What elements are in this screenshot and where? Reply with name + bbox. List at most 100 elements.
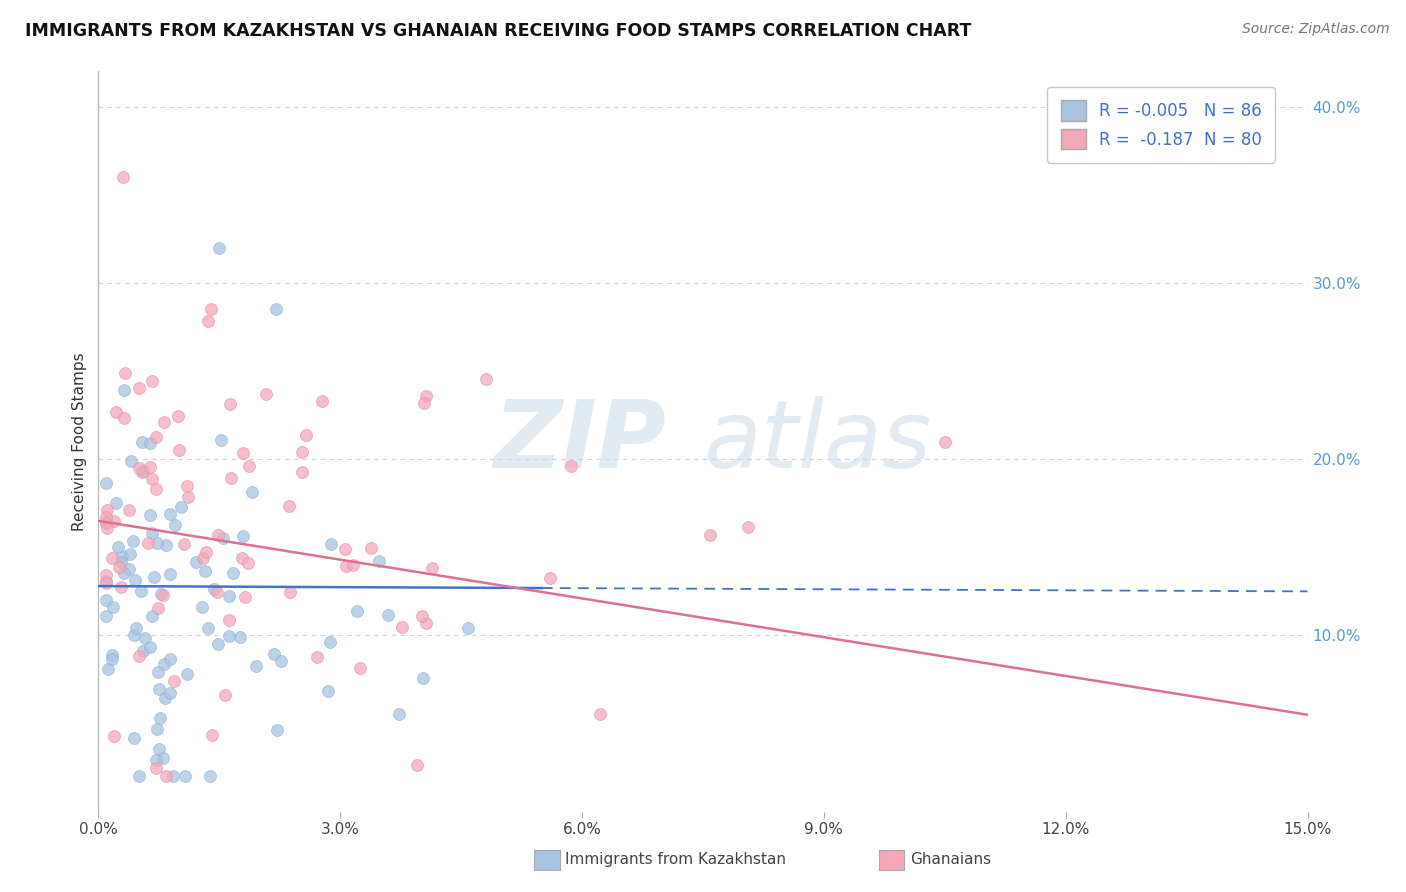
Point: [122, 534, 145, 549]
Point: [128, 381, 150, 395]
Point: [335, 559, 357, 574]
Point: [145, 761, 167, 775]
Point: [159, 686, 181, 700]
Point: [560, 459, 582, 474]
Point: [191, 550, 214, 565]
Point: [538, 571, 561, 585]
Point: [146, 665, 169, 679]
Point: [96, 476, 118, 491]
Text: Immigrants from Kazakhstan: Immigrants from Kazakhstan: [565, 853, 786, 867]
Point: [124, 573, 146, 587]
Point: [333, 542, 356, 557]
Point: [152, 415, 174, 429]
Point: [319, 537, 342, 551]
Point: [159, 566, 181, 581]
Point: [145, 536, 167, 550]
Point: [254, 387, 277, 401]
Point: [101, 600, 124, 615]
Y-axis label: Receiving Food Stamps: Receiving Food Stamps: [72, 352, 87, 531]
Point: [152, 751, 174, 765]
Point: [150, 587, 173, 601]
Point: [457, 621, 479, 635]
Point: [233, 590, 256, 604]
Point: [295, 427, 318, 442]
Point: [202, 582, 225, 596]
Point: [165, 517, 187, 532]
Point: [152, 657, 174, 672]
Point: [415, 616, 437, 631]
Point: [143, 570, 166, 584]
Point: [214, 688, 236, 702]
Point: [173, 537, 195, 551]
Point: [360, 541, 382, 556]
Point: [139, 640, 162, 654]
Text: Source: ZipAtlas.com: Source: ZipAtlas.com: [1241, 22, 1389, 37]
Point: [270, 654, 292, 668]
Point: [145, 482, 167, 496]
Point: [221, 566, 243, 580]
Point: [146, 600, 169, 615]
Point: [148, 681, 170, 696]
Point: [139, 460, 162, 475]
Point: [589, 707, 612, 722]
Point: [238, 557, 260, 571]
Point: [346, 603, 368, 617]
Point: [128, 461, 150, 475]
Point: [201, 728, 224, 742]
Point: [195, 544, 218, 558]
Point: [101, 652, 124, 666]
Point: [122, 628, 145, 642]
Point: [117, 502, 139, 516]
Point: [934, 434, 956, 449]
Point: [240, 485, 263, 500]
Point: [377, 607, 399, 622]
Point: [120, 453, 142, 467]
Point: [118, 561, 141, 575]
Point: [291, 465, 314, 479]
Point: [238, 458, 260, 473]
Point: [96, 509, 118, 524]
Point: [136, 535, 159, 549]
Point: [263, 647, 285, 661]
Point: [305, 649, 328, 664]
Point: [245, 659, 267, 673]
Point: [174, 769, 197, 783]
Point: [411, 609, 433, 624]
Point: [111, 549, 134, 563]
Point: [108, 560, 131, 574]
Point: [412, 672, 434, 686]
Text: atlas: atlas: [703, 396, 931, 487]
Point: [311, 393, 333, 408]
Point: [141, 471, 163, 485]
Point: [141, 375, 163, 389]
Point: [139, 508, 162, 523]
Point: [218, 629, 240, 643]
Point: [232, 528, 254, 542]
Point: [699, 527, 721, 541]
Point: [145, 722, 167, 736]
Point: [231, 445, 253, 459]
Point: [103, 729, 125, 743]
Point: [155, 769, 177, 783]
Point: [104, 496, 127, 510]
Point: [413, 396, 436, 410]
Point: [163, 673, 186, 688]
Point: [205, 585, 228, 599]
Point: [218, 590, 240, 604]
Point: [420, 560, 443, 574]
Point: [96, 609, 118, 624]
Point: [152, 588, 174, 602]
Point: [131, 435, 153, 450]
Point: [342, 558, 364, 573]
Point: [349, 661, 371, 675]
Point: [737, 520, 759, 534]
Point: [291, 445, 314, 459]
Point: [112, 566, 135, 580]
Point: [207, 637, 229, 651]
Point: [155, 691, 177, 706]
Point: [148, 742, 170, 756]
Point: [96, 516, 118, 530]
Point: [105, 404, 128, 418]
Point: [264, 302, 287, 317]
Point: [278, 499, 301, 513]
